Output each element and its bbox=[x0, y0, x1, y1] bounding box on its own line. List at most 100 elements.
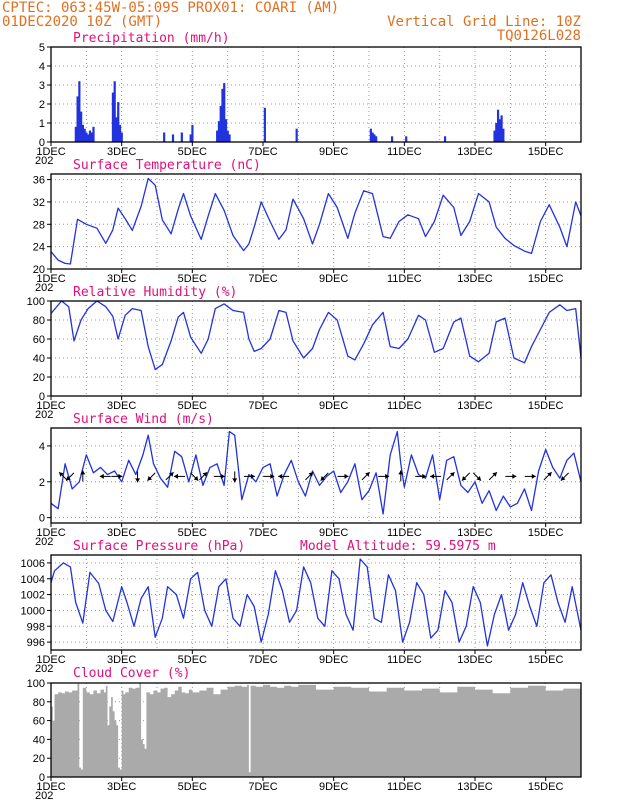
wind-arrow-head bbox=[99, 473, 104, 479]
cloud-x-tick-label: 13DEC bbox=[457, 781, 493, 793]
wind-arrow-head bbox=[430, 473, 435, 479]
wind-arrow-head bbox=[232, 478, 238, 483]
cloud-title: Cloud Cover (%) bbox=[73, 666, 190, 681]
wind-arrow bbox=[378, 473, 390, 479]
wind-x-tick-label: 15DEC bbox=[528, 527, 564, 539]
wind-arrow-head bbox=[320, 476, 326, 481]
precip-bar bbox=[78, 81, 81, 142]
precip-x-tick-label: 3DEC bbox=[107, 146, 136, 158]
header-station-line: CPTEC: 063:45W-05:09S PROX01: COARI (AM) bbox=[2, 0, 339, 16]
cloud-frame bbox=[50, 682, 582, 778]
wind-series-line bbox=[50, 430, 582, 515]
wind-arrow-head bbox=[66, 476, 71, 481]
wind-arrow bbox=[232, 471, 238, 483]
wind-arrow-head bbox=[560, 476, 566, 481]
precip-bar bbox=[111, 92, 115, 142]
precip-bar bbox=[223, 83, 226, 142]
precip-bar bbox=[369, 128, 372, 142]
precip-year-stub: 202 bbox=[35, 155, 53, 167]
wind-arrow bbox=[199, 471, 208, 481]
precip-y-tick-label: 2 bbox=[39, 99, 45, 111]
rh-x-tick-label: 15DEC bbox=[528, 400, 564, 412]
wind-arrow-head bbox=[398, 470, 404, 475]
precip-x-tick-label: 5DEC bbox=[178, 146, 207, 158]
wind-x-tick-label: 7DEC bbox=[248, 527, 277, 539]
precip-bar bbox=[502, 128, 505, 142]
wind-arrow-head bbox=[531, 473, 536, 479]
precip-bar bbox=[373, 134, 376, 142]
wind-arrow-head bbox=[547, 472, 552, 477]
cloud-y-tick-label: 0 bbox=[39, 772, 45, 784]
wind-arrow bbox=[173, 473, 185, 479]
wind-arrow-head bbox=[193, 476, 199, 481]
wind-arrow-head bbox=[173, 473, 178, 479]
precip-bar bbox=[118, 124, 122, 142]
rh-y-tick-label: 0 bbox=[39, 391, 45, 403]
precip-bar bbox=[81, 124, 84, 142]
cloud-panel: 0 20 40 60 80 100 1DEC 3DEC 5DEC 7DEC 9DEC 11DEC 13D… bbox=[27, 678, 582, 800]
temp-y-tick-label: 36 bbox=[33, 175, 45, 187]
precip-y-tick-label: 1 bbox=[39, 118, 45, 130]
cloud-x-tick-label: 15DEC bbox=[528, 781, 564, 793]
cloud-x-tick-label: 3DEC bbox=[107, 781, 136, 793]
precip-bar bbox=[496, 109, 500, 142]
precip-bar bbox=[226, 130, 229, 142]
press-x-tick-label: 11DEC bbox=[387, 654, 422, 666]
wind-x-tick-label: 11DEC bbox=[387, 527, 422, 539]
precip-x-tick-label: 1DEC bbox=[36, 146, 65, 158]
cloud-area bbox=[51, 683, 581, 777]
rh-x-tick-label: 9DEC bbox=[319, 400, 348, 412]
temp-x-tick-label: 3DEC bbox=[107, 273, 136, 285]
rh-panel: 0 20 40 60 80 100 1DEC 3DEC 5DEC 7DEC 9DEC 11DEC 13D… bbox=[27, 296, 582, 421]
precip-bar bbox=[171, 134, 175, 142]
precip-bar bbox=[217, 121, 221, 142]
precip-panel: 0 1 2 3 4 5 1DEC 3DEC 5DEC 7DEC 9DEC 11DEC 13DEC 15DE… bbox=[35, 42, 582, 167]
wind-arrow bbox=[305, 471, 314, 481]
press-x-tick-label: 5DEC bbox=[178, 654, 207, 666]
wind-arrow bbox=[461, 472, 471, 481]
wind-arrow bbox=[398, 470, 404, 482]
temp-x-tick-label: 11DEC bbox=[387, 273, 422, 285]
precip-y-tick-label: 0 bbox=[39, 137, 45, 149]
rh-series-line bbox=[50, 300, 582, 371]
cloud-y-tick-label: 80 bbox=[33, 697, 45, 709]
cloud-year-stub: 202 bbox=[35, 790, 53, 800]
wind-arrow-head bbox=[270, 473, 275, 479]
wind-frame bbox=[50, 427, 582, 524]
precip-bar bbox=[295, 128, 298, 142]
wind-arrow bbox=[543, 471, 552, 481]
precip-bar bbox=[495, 123, 498, 142]
wind-arrow bbox=[560, 472, 569, 481]
wind-arrow-head bbox=[59, 472, 64, 477]
temp-y-tick-label: 20 bbox=[33, 264, 45, 276]
wind-arrow bbox=[415, 473, 427, 479]
wind-title: Surface Wind (m/s) bbox=[73, 412, 214, 427]
press-series-line bbox=[50, 558, 582, 647]
cloud-x-tick-label: 11DEC bbox=[387, 781, 422, 793]
wind-arrow-head bbox=[385, 473, 390, 479]
wind-arrow bbox=[65, 472, 75, 481]
temp-frame bbox=[50, 173, 582, 270]
rh-y-tick-label: 20 bbox=[33, 372, 45, 384]
temp-x-tick-label: 7DEC bbox=[248, 273, 277, 285]
wind-arrow bbox=[213, 473, 225, 479]
cloud-x-tick-label: 7DEC bbox=[248, 781, 277, 793]
header-date-line: 01DEC2020 10Z (GMT) bbox=[2, 14, 162, 30]
press-x-tick-label: 1DEC bbox=[36, 654, 65, 666]
rh-x-tick-label: 13DEC bbox=[457, 400, 493, 412]
precip-bar bbox=[74, 126, 77, 142]
wind-arrow-head bbox=[461, 476, 467, 481]
wind-arrow-head bbox=[135, 478, 141, 483]
wind-arrow bbox=[505, 473, 517, 479]
wind-arrow bbox=[263, 473, 275, 479]
header-code: TQ0126L028 bbox=[497, 28, 581, 44]
precip-bar bbox=[498, 119, 501, 142]
wind-arrow bbox=[165, 471, 174, 481]
wind-arrow bbox=[190, 472, 199, 481]
pressure-title: Surface Pressure (hPa) bbox=[73, 539, 245, 554]
rh-x-tick-label: 3DEC bbox=[107, 400, 136, 412]
header-grid-note: Vertical Grid Line: 10Z bbox=[387, 14, 581, 30]
wind-x-tick-label: 5DEC bbox=[178, 527, 207, 539]
wind-arrow-head bbox=[220, 473, 225, 479]
